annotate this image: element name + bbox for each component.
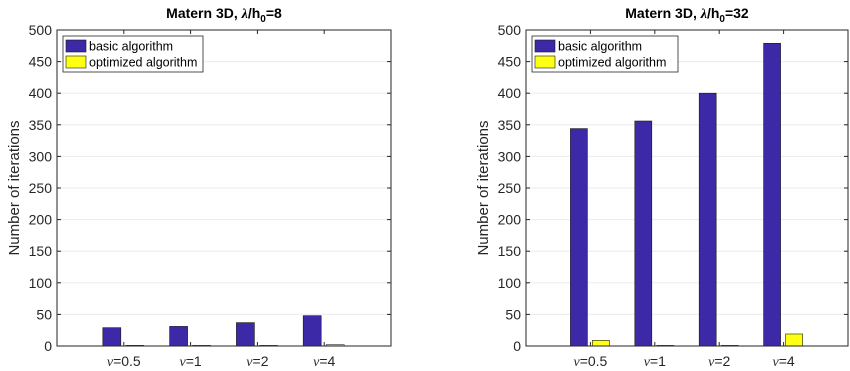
axes-box <box>56 29 392 347</box>
y-tick-label: 50 <box>505 306 521 322</box>
bar-optimized-4 <box>785 333 803 347</box>
y-tick-label: 350 <box>498 117 522 133</box>
y-tick-label: 300 <box>498 148 522 164</box>
y-tick-label: 400 <box>29 85 53 101</box>
legend: basic algorithm optimized algorithm <box>531 35 679 73</box>
legend-swatch <box>65 39 87 53</box>
y-axis-label: Number of iterations <box>475 120 492 255</box>
axes-box <box>525 29 849 347</box>
bar-basic-4 <box>763 42 781 347</box>
x-tick-label: ν=0.5 <box>107 353 141 370</box>
chart-title: Matern 3D, λ/h0=32 <box>625 5 749 25</box>
y-tick-label: 450 <box>498 54 522 70</box>
bar-basic-1 <box>102 327 122 347</box>
y-tick-label: 50 <box>36 306 52 322</box>
bar-basic-1 <box>570 128 588 347</box>
y-tick-label: 0 <box>513 338 521 354</box>
x-tick-label: ν=0.5 <box>573 353 607 370</box>
y-tick-label: 0 <box>44 338 52 354</box>
legend-label: optimized algorithm <box>558 56 666 70</box>
legend: basic algorithm optimized algorithm <box>62 35 204 73</box>
legend-swatch <box>65 55 87 69</box>
x-tick-label: ν=1 <box>644 353 666 370</box>
y-axis-label: Number of iterations <box>6 120 23 255</box>
legend-label: basic algorithm <box>89 40 173 54</box>
y-tick-label: 400 <box>498 85 522 101</box>
y-tick-label: 500 <box>498 22 522 38</box>
legend-box <box>531 35 679 73</box>
x-tick-label: ν=2 <box>708 353 730 370</box>
y-tick-label: 450 <box>29 54 53 70</box>
bar-basic-3 <box>236 322 255 347</box>
bar-basic-2 <box>634 120 653 347</box>
chart-panel-2: 0 50 100 150 200 250 300 350 400 450 500 ν=0.5 ν=1 ν=… <box>475 5 849 370</box>
y-tick-label: 150 <box>29 243 53 259</box>
y-tick-label: 300 <box>29 148 53 164</box>
bar-basic-3 <box>698 92 717 347</box>
legend-swatch <box>534 39 556 53</box>
y-tick-label: 350 <box>29 117 53 133</box>
legend-box <box>62 35 204 73</box>
bar-optimized-1 <box>592 340 610 347</box>
x-tick-label: ν=4 <box>313 353 335 370</box>
y-tick-label: 100 <box>29 275 53 291</box>
bar-basic-2 <box>169 326 188 347</box>
x-tick-label: ν=1 <box>180 353 202 370</box>
bar-basic-4 <box>302 315 322 347</box>
x-tick-label: ν=4 <box>773 353 795 370</box>
y-tick-label: 250 <box>29 180 53 196</box>
y-tick-label: 200 <box>29 212 53 228</box>
chart-title: Matern 3D, λ/h0=8 <box>166 5 282 25</box>
y-tick-label: 100 <box>498 275 522 291</box>
legend-swatch <box>534 55 556 69</box>
x-tick-label: ν=2 <box>246 353 268 370</box>
y-tick-label: 200 <box>498 212 522 228</box>
y-tick-label: 500 <box>29 22 53 38</box>
legend-label: optimized algorithm <box>89 56 197 70</box>
chart-panel-1: 0 50 100 150 200 250 300 350 400 450 500 ν=0.5 ν=1 ν=… <box>6 5 392 370</box>
y-tick-label: 250 <box>498 180 522 196</box>
y-tick-label: 150 <box>498 243 522 259</box>
legend-label: basic algorithm <box>558 40 642 54</box>
